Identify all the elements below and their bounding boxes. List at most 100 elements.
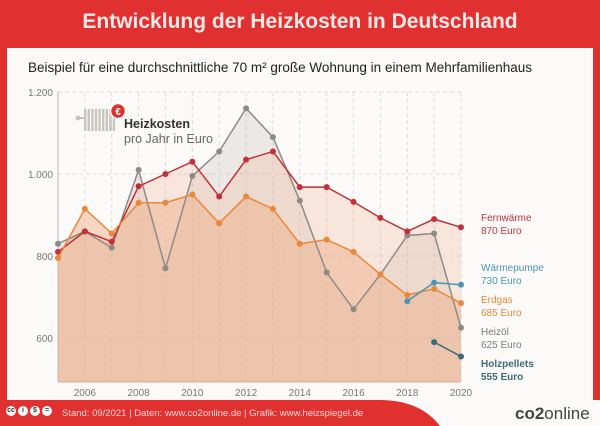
point-heizoel	[296, 197, 303, 204]
x-tick-label: 2020	[450, 388, 473, 399]
point-fernwaerme	[81, 228, 88, 235]
series-name: Wärmepumpe	[481, 263, 544, 274]
by-license-icon: i	[18, 406, 28, 416]
point-fernwaerme	[377, 214, 384, 221]
brand-prefix: co2	[515, 404, 545, 423]
brand-logo: co2online	[515, 404, 590, 424]
point-fernwaerme	[404, 228, 411, 235]
series-name: Erdgas	[481, 295, 513, 306]
page-title: Entwicklung der Heizkosten in Deutschlan…	[82, 10, 518, 33]
line-fernwaerme	[57, 150, 462, 253]
y-tick-label: 600	[36, 334, 53, 345]
point-fernwaerme	[350, 198, 357, 205]
point-erdgas	[135, 199, 142, 206]
point-erdgas	[431, 285, 438, 292]
point-erdgas	[162, 199, 169, 206]
grid	[57, 91, 462, 383]
point-waermepumpe	[458, 281, 464, 288]
point-erdgas	[243, 193, 250, 200]
point-fernwaerme	[431, 216, 438, 223]
point-erdgas	[189, 191, 196, 198]
point-erdgas	[216, 220, 223, 227]
series-value: 870 Euro	[481, 226, 522, 237]
point-fernwaerme	[458, 224, 464, 231]
line-heizoel	[57, 107, 462, 328]
point-fernwaerme	[323, 184, 330, 191]
area-fernwaerme	[58, 151, 461, 382]
point-heizoel	[269, 134, 276, 141]
point-erdgas	[404, 291, 411, 298]
point-heizoel	[243, 105, 250, 112]
point-heizoel	[458, 324, 464, 331]
x-tick-label: 2010	[181, 388, 204, 399]
legend-subtitle: pro Jahr in Euro	[124, 132, 213, 146]
series-name: Heizöl	[481, 327, 509, 338]
y-tick-label: 800	[36, 252, 53, 263]
series-label-holzpellets: Holzpellets 555 Euro	[481, 358, 534, 384]
point-heizoel	[404, 232, 411, 239]
x-tick-label: 2012	[235, 388, 258, 399]
point-fernwaerme	[55, 248, 61, 255]
point-erdgas	[296, 240, 303, 247]
footer-credits: Stand: 09/2021 | Daten: www.co2online.de…	[62, 408, 364, 419]
series-value: 625 Euro	[481, 340, 522, 351]
point-heizoel	[162, 265, 169, 272]
series-label-erdgas: Erdgas 685 Euro	[481, 294, 522, 320]
point-erdgas	[377, 271, 384, 278]
point-erdgas	[108, 230, 115, 237]
series-value: 555 Euro	[481, 372, 524, 383]
series-value: 685 Euro	[481, 308, 522, 319]
point-erdgas	[350, 248, 357, 255]
point-erdgas	[458, 300, 464, 307]
brand-suffix: online	[544, 404, 590, 423]
footer-band	[0, 400, 600, 426]
nc-license-icon: $	[30, 406, 40, 416]
x-tick-label: 2008	[127, 388, 150, 399]
chart-subtitle: Beispiel für eine durchschnittliche 70 m…	[28, 60, 533, 75]
point-erdgas	[269, 205, 276, 212]
ticks: 600 800 1.000 1.200 2006 2008 2010 2012 2014 2016…	[28, 88, 473, 399]
series-label-fernwaerme: Fernwärme 870 Euro	[481, 212, 532, 238]
line-holzpellets	[433, 341, 462, 358]
series-label-waermepumpe: Wärmepumpe 730 Euro	[481, 262, 544, 288]
point-fernwaerme	[135, 183, 142, 190]
series-name: Fernwärme	[481, 213, 532, 224]
point-heizoel	[108, 244, 115, 251]
point-fernwaerme	[216, 193, 223, 200]
point-heizoel	[189, 173, 196, 180]
x-tick-label: 2006	[74, 388, 97, 399]
svg-text:€: €	[115, 107, 121, 118]
point-erdgas	[323, 236, 330, 243]
point-waermepumpe	[404, 298, 411, 305]
point-holzpellets	[458, 353, 464, 360]
series-value: 730 Euro	[481, 276, 522, 287]
x-tick-label: 2016	[342, 388, 365, 399]
point-fernwaerme	[269, 148, 276, 155]
point-heizoel	[431, 230, 438, 237]
point-heizoel	[350, 306, 357, 313]
point-heizoel	[216, 148, 223, 155]
point-waermepumpe	[431, 279, 438, 286]
point-erdgas	[55, 255, 61, 262]
x-tick-label: 2018	[396, 388, 419, 399]
series-label-heizoel: Heizöl 625 Euro	[481, 326, 522, 352]
y-tick-label: 1.200	[28, 88, 53, 99]
line-erdgas	[57, 193, 462, 304]
point-fernwaerme	[108, 238, 115, 245]
point-holzpellets	[431, 339, 438, 346]
point-fernwaerme	[296, 184, 303, 191]
point-fernwaerme	[243, 156, 250, 163]
area-heizoel	[58, 108, 461, 383]
point-erdgas	[81, 205, 88, 212]
series-name: Holzpellets	[481, 359, 534, 370]
cc-license-icon: cc	[6, 406, 16, 416]
lines	[55, 105, 464, 360]
nd-license-icon: =	[42, 406, 52, 416]
x-tick-label: 2014	[289, 388, 312, 399]
radiator-euro-icon: €	[75, 102, 127, 131]
point-fernwaerme	[162, 171, 169, 177]
y-tick-label: 1.000	[28, 170, 53, 181]
point-fernwaerme	[189, 158, 196, 165]
point-heizoel	[55, 240, 61, 247]
